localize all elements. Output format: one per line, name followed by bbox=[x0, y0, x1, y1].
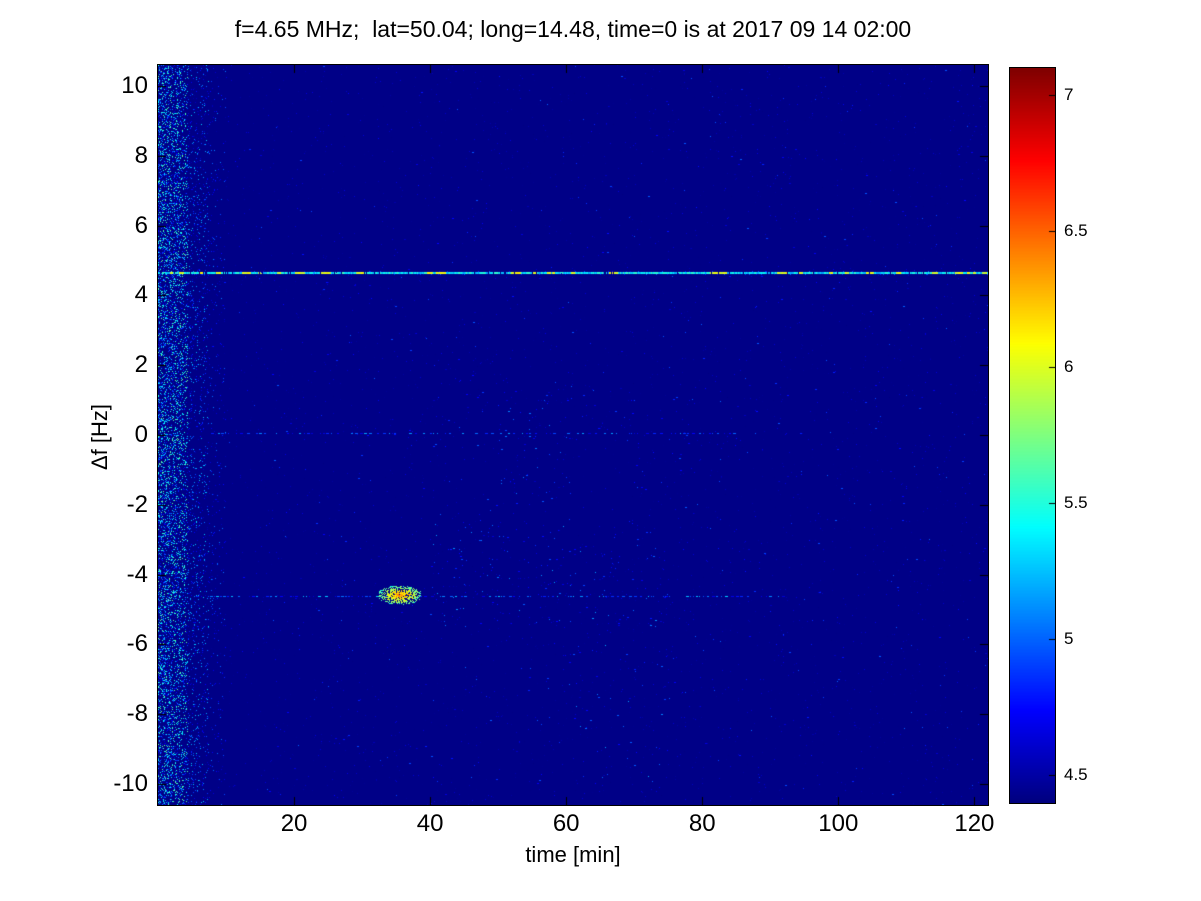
colorbar-tick-label: 7 bbox=[1064, 85, 1074, 105]
y-tick-label: 6 bbox=[134, 211, 148, 239]
y-tick-label: 10 bbox=[121, 71, 148, 99]
colorbar bbox=[1009, 67, 1056, 804]
colorbar-tick-label: 5 bbox=[1064, 628, 1074, 648]
y-tick-label: 8 bbox=[134, 141, 148, 169]
colorbar-tick-label: 5.5 bbox=[1064, 492, 1088, 512]
colorbar-tick-label: 6.5 bbox=[1064, 221, 1088, 241]
x-tick-label: 100 bbox=[818, 810, 859, 837]
x-tick-label: 40 bbox=[416, 810, 444, 837]
y-tick-label: -10 bbox=[113, 770, 148, 798]
y-tick-label: 4 bbox=[134, 281, 148, 309]
x-tick-label: 60 bbox=[552, 810, 580, 837]
x-tick-label: 80 bbox=[688, 810, 716, 837]
heatmap-canvas bbox=[158, 65, 988, 805]
y-tick-label: 2 bbox=[134, 351, 148, 379]
chart-title: f=4.65 MHz; lat=50.04; long=14.48, time=… bbox=[234, 16, 912, 42]
plot-area bbox=[157, 64, 989, 806]
y-tick-label: -8 bbox=[126, 700, 148, 728]
x-tick-label: 20 bbox=[280, 810, 308, 837]
x-tick-label: 120 bbox=[954, 810, 995, 837]
y-axis-label: Δf [Hz] bbox=[87, 403, 112, 471]
y-tick-label: -6 bbox=[126, 630, 148, 658]
y-tick-label: -4 bbox=[126, 560, 148, 588]
colorbar-tick-label: 6 bbox=[1064, 357, 1074, 377]
x-axis-label: time [min] bbox=[525, 842, 621, 867]
colorbar-tick-label: 4.5 bbox=[1064, 764, 1088, 784]
colorbar-canvas bbox=[1010, 68, 1055, 803]
y-tick-label: -2 bbox=[126, 490, 148, 518]
